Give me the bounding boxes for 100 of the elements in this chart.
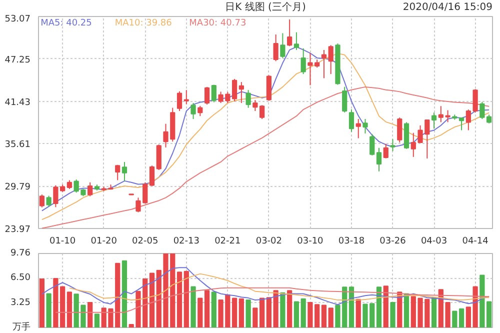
bar	[184, 270, 189, 328]
bar	[458, 308, 464, 328]
bar	[328, 308, 334, 328]
x-tick-label: 01-10	[50, 236, 76, 246]
y-tick-label: 23.97	[4, 225, 30, 235]
bar	[431, 297, 437, 328]
bar	[280, 292, 286, 328]
bar	[348, 286, 354, 328]
bar	[266, 297, 272, 328]
candlestick	[232, 78, 238, 102]
y-tick-label: 41.43	[4, 98, 30, 108]
x-tick-label: 03-02	[256, 236, 282, 246]
candlestick	[39, 194, 45, 208]
candlestick	[300, 48, 306, 75]
bar	[211, 292, 216, 328]
line-series	[68, 273, 490, 301]
candlestick	[390, 138, 396, 152]
candlestick	[273, 34, 278, 62]
y-tick-label: 29.79	[4, 182, 31, 193]
candlestick	[397, 117, 402, 143]
bar	[300, 298, 306, 328]
candlestick	[410, 132, 416, 158]
candlestick	[190, 102, 196, 120]
candlestick	[122, 161, 128, 182]
candlestick	[458, 117, 464, 131]
candlestick	[238, 82, 244, 104]
candlestick	[383, 143, 388, 159]
candlestick	[321, 49, 327, 79]
candlestick	[198, 105, 203, 117]
bar	[404, 293, 410, 328]
bar	[452, 310, 458, 328]
candlestick	[211, 84, 216, 103]
bar	[176, 272, 182, 328]
candlestick	[156, 144, 162, 170]
bar	[232, 298, 238, 328]
bar	[39, 278, 45, 328]
candlestick	[246, 90, 251, 108]
candlestick	[280, 32, 286, 58]
candlestick	[480, 101, 485, 120]
x-tick-label: 03-26	[380, 236, 406, 246]
text: 2020/04/16 15:09	[402, 2, 493, 13]
bar	[88, 302, 93, 328]
x-tick-label: 02-21	[214, 236, 241, 246]
candlestick	[294, 32, 300, 50]
candlestick	[362, 118, 368, 134]
y-tick-label: 9.76	[10, 248, 31, 258]
bar	[480, 274, 485, 328]
text: MA10: 39.86	[114, 18, 172, 28]
bar	[321, 304, 327, 328]
candlestick	[376, 147, 382, 172]
y-tick-label: 53.07	[4, 14, 30, 24]
x-tick-label: 02-05	[132, 236, 158, 246]
y-tick-label: 3.25	[10, 298, 31, 308]
candlestick	[342, 86, 348, 113]
line-series	[55, 287, 490, 313]
bar	[122, 260, 128, 328]
x-tick-label: 03-10	[297, 236, 324, 246]
candlestick	[348, 108, 354, 132]
x-tick-label: 03-18	[338, 236, 365, 246]
line-series	[41, 86, 490, 228]
x-tick-label: 01-20	[90, 236, 118, 246]
bar	[94, 314, 100, 328]
bar	[66, 292, 72, 328]
candlestick	[46, 195, 52, 207]
bar	[397, 292, 402, 328]
candlestick	[266, 74, 272, 102]
y-tick-label: 35.61	[4, 140, 30, 150]
candlestick	[252, 100, 258, 112]
bar	[273, 290, 278, 328]
candlestick	[184, 90, 189, 105]
bar	[294, 301, 300, 328]
candlestick	[204, 86, 210, 106]
bar	[390, 302, 396, 328]
candlestick	[259, 104, 265, 120]
bar	[383, 286, 388, 328]
bar	[246, 300, 251, 328]
bar	[486, 301, 492, 328]
x-tick-label: 04-14	[462, 236, 489, 246]
candlestick	[176, 90, 182, 112]
candlestick	[88, 182, 93, 197]
chart-title: 日K 线图 (三个月)	[225, 1, 306, 13]
candlestick	[149, 165, 155, 187]
text: MA5: 40.25	[40, 18, 92, 28]
y-tick-label: 47.25	[4, 55, 30, 66]
y-tick-label: 6.50	[10, 273, 31, 284]
bar	[46, 293, 52, 328]
bar	[259, 298, 265, 328]
bar	[238, 298, 244, 328]
text: MA30: 40.73	[189, 18, 246, 28]
bar	[252, 308, 258, 328]
bar	[204, 290, 210, 328]
x-tick-label: 02-13	[173, 236, 200, 246]
candlestick	[287, 18, 292, 47]
x-tick-label: 04-03	[420, 236, 448, 246]
bar	[149, 272, 155, 328]
bar	[190, 286, 196, 328]
y-tick-label: 万手	[12, 322, 30, 332]
candlestick	[115, 164, 120, 181]
candlestick	[431, 112, 437, 130]
candlestick	[328, 44, 334, 75]
